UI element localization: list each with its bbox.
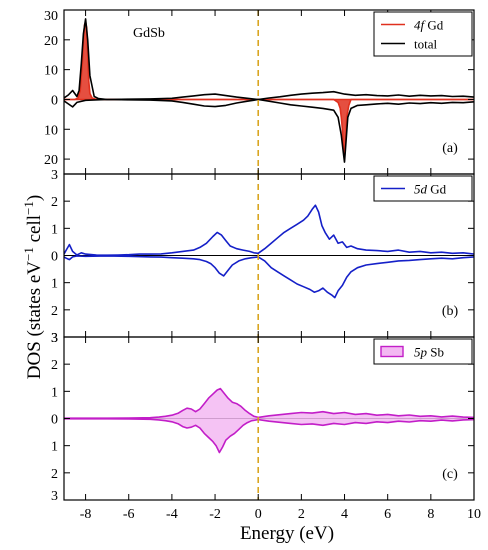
x-tick-label: 10: [467, 507, 481, 522]
panel-c-y-tick-label: 2: [51, 467, 58, 482]
panel-b-legend-label-orbital: 5d: [414, 182, 428, 197]
panel-b-series-0-spin_down-line: [64, 255, 474, 299]
panel-a-series-0-spin_down-fill: [64, 99, 474, 160]
panel-c-y-tick-label: 3: [51, 489, 58, 504]
panel-c-series-0-spin_up-line: [64, 387, 474, 420]
y-axis-title-mid: cell: [24, 215, 45, 247]
panel-b-y-tick-label: 0: [51, 250, 58, 265]
panel-a-y-tick-label: 10: [44, 123, 58, 138]
panel-a-y-tick-label: 20: [44, 153, 58, 168]
x-tick-label: -4: [166, 507, 178, 522]
panel-a-legend-label: total: [414, 37, 437, 52]
panel-b-panel-label: (b): [442, 304, 459, 319]
panel-b-series-0-spin_up-line: [64, 204, 474, 256]
panel-a-legend: 4f Gd total: [373, 11, 473, 57]
x-tick-label: 6: [384, 507, 391, 522]
panel-c-legend-label-orbital: 5p: [414, 345, 428, 360]
panel-c-series-0-spin_down-fill: [64, 418, 474, 453]
panel-b-y-tick-label: 2: [51, 304, 58, 319]
panel-a-data: [64, 18, 474, 163]
x-tick-label: -8: [80, 507, 92, 522]
panel-c-y-tick-label: 3: [51, 331, 58, 346]
panel-b: 3 2 1 0 1 2 3 (b) 5d Gd: [51, 168, 475, 346]
panel-b-data: [64, 204, 474, 299]
x-tick-label: 4: [341, 507, 348, 522]
panel-c-data: [64, 387, 474, 454]
panel-a-y-tick-label: 20: [44, 34, 58, 49]
x-tick-label: -2: [209, 507, 221, 522]
panel-c-legend-swatch: [380, 345, 404, 358]
panel-a-legend-label-element: total: [414, 37, 437, 52]
panel-a-series-1-spin_up-line: [64, 18, 474, 101]
y-axis-title-main: DOS (states eV: [24, 261, 45, 379]
x-tick-label: 0: [255, 507, 262, 522]
panel-a-series-1-spin_down-line: [64, 98, 474, 163]
panel-a: 30 20 10 0 10 20 (a) GdSb 4f Gd total: [44, 9, 475, 175]
x-tick-label: 2: [298, 507, 305, 522]
panel-a-y-tick-label: 10: [44, 64, 58, 79]
panel-a-legend-box: [373, 11, 473, 57]
panel-a-legend-label: 4f Gd: [414, 18, 444, 33]
panel-c-series-0-spin_down-line: [64, 417, 474, 454]
panel-c-legend-label-element: Sb: [427, 345, 444, 360]
panel-c-y-tick-label: 0: [51, 413, 58, 428]
x-axis-title: Energy (eV): [240, 523, 334, 544]
panel-b-y-tick-label: 3: [51, 331, 58, 346]
x-tick-label: 8: [427, 507, 434, 522]
y-axis-title: DOS (states eV−1 cell−1): [21, 195, 45, 379]
panel-c-y-tick-label: 2: [51, 358, 58, 373]
panel-a-series-0-spin_down-line: [64, 98, 474, 160]
panel-b-y-tick-label: 2: [51, 195, 58, 210]
panel-b-y-tick-label: 3: [51, 168, 58, 183]
panel-b-y-tick-label: 1: [51, 222, 58, 237]
panel-c-y-tick-label: 1: [51, 385, 58, 400]
panel-a-legend-label-orbital: 4f: [414, 18, 427, 33]
y-axis-title-sup2: −1: [21, 201, 36, 215]
panel-a-y-tick-label: 0: [51, 93, 58, 108]
panel-c-legend-label: 5p Sb: [414, 345, 444, 360]
panel-a-y-tick-label: 30: [44, 9, 58, 24]
y-axis-title-sup1: −1: [21, 247, 36, 261]
panel-c-panel-label: (c): [442, 467, 458, 482]
panel-b-legend-label: 5d Gd: [414, 182, 447, 197]
x-tick-label: -6: [123, 507, 135, 522]
panel-c-series-0-spin_up-fill: [64, 388, 474, 419]
panel-c-legend: 5p Sb: [373, 338, 473, 365]
y-axis-title-end: ): [24, 195, 45, 201]
panel-b-legend: 5d Gd: [373, 175, 473, 202]
panel-a-panel-label: (a): [442, 141, 458, 156]
panel-a-legend-label-element: Gd: [424, 18, 444, 33]
panel-b-y-tick-label: 1: [51, 277, 58, 292]
panel-a-annotation: GdSb: [133, 26, 165, 41]
panel-b-legend-label-element: Gd: [427, 182, 447, 197]
panel-c-y-tick-label: 1: [51, 440, 58, 455]
